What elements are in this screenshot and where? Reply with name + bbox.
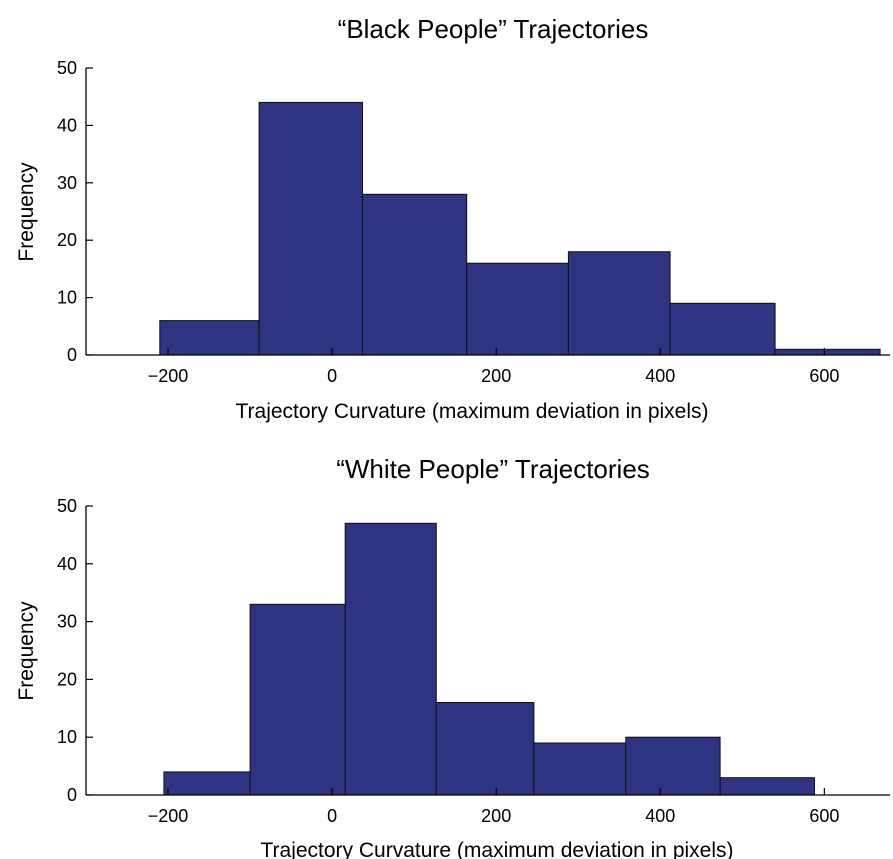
histogram-bar-0 — [163, 771, 251, 796]
histogram-bar-3 — [435, 702, 535, 796]
y-axis-label: Frequency — [15, 162, 38, 262]
y-tick-label: 10 — [57, 727, 77, 747]
y-tick-label: 20 — [57, 669, 77, 689]
chart-title: “White People” Trajectories — [336, 454, 650, 484]
histogram-bar-1 — [258, 101, 364, 356]
y-tick-label: 0 — [67, 785, 77, 805]
x-tick-label: 0 — [327, 366, 337, 386]
x-tick-label: 200 — [481, 806, 511, 826]
axes — [85, 505, 890, 796]
histogram-bar-1 — [249, 603, 346, 796]
axes — [85, 67, 890, 356]
histogram-bar-6 — [719, 777, 816, 796]
histogram-bar-5 — [625, 736, 721, 796]
histogram-bar-2 — [362, 193, 468, 356]
y-tick-label: 10 — [57, 288, 77, 308]
y-tick-label: 40 — [57, 554, 77, 574]
y-tick-label: 30 — [57, 612, 77, 632]
x-tick-label: 600 — [809, 806, 839, 826]
x-tick-label: 200 — [481, 366, 511, 386]
x-tick-label: −200 — [148, 806, 189, 826]
y-tick-label: 40 — [57, 115, 77, 135]
x-tick-label: −200 — [148, 366, 189, 386]
y-tick-label: 30 — [57, 173, 77, 193]
y-tick-label: 20 — [57, 230, 77, 250]
y-tick-label: 50 — [57, 496, 77, 516]
chart-title: “Black People” Trajectories — [338, 14, 649, 44]
y-tick-label: 0 — [67, 345, 77, 365]
bar-group — [159, 101, 881, 356]
y-axis-label: Frequency — [15, 601, 38, 701]
histogram-bar-3 — [466, 262, 569, 356]
bar-group — [163, 522, 816, 796]
x-axis-label: Trajectory Curvature (maximum deviation … — [260, 839, 733, 859]
y-tick-label: 50 — [57, 58, 77, 78]
x-tick-label: 0 — [327, 806, 337, 826]
histogram-bar-0 — [159, 320, 260, 356]
x-tick-label: 600 — [809, 366, 839, 386]
tick-labels: −200 0 200 400 600 0 10 20 30 40 50 — [57, 496, 839, 826]
white-people-histogram: “White People” Trajectories Trajectory C… — [15, 454, 890, 859]
x-tick-label: 400 — [645, 806, 675, 826]
histogram-bar-4 — [533, 742, 627, 796]
histogram-bar-2 — [344, 522, 437, 796]
histogram-bar-5 — [669, 302, 776, 356]
tick-labels: −200 0 200 400 600 0 10 20 30 40 50 — [57, 58, 839, 386]
x-axis-label: Trajectory Curvature (maximum deviation … — [235, 400, 708, 423]
histogram-bar-4 — [567, 251, 671, 356]
black-people-histogram: “Black People” Trajectories Trajectory C… — [15, 14, 890, 423]
histogram-bar-6 — [774, 348, 881, 356]
x-tick-label: 400 — [645, 366, 675, 386]
